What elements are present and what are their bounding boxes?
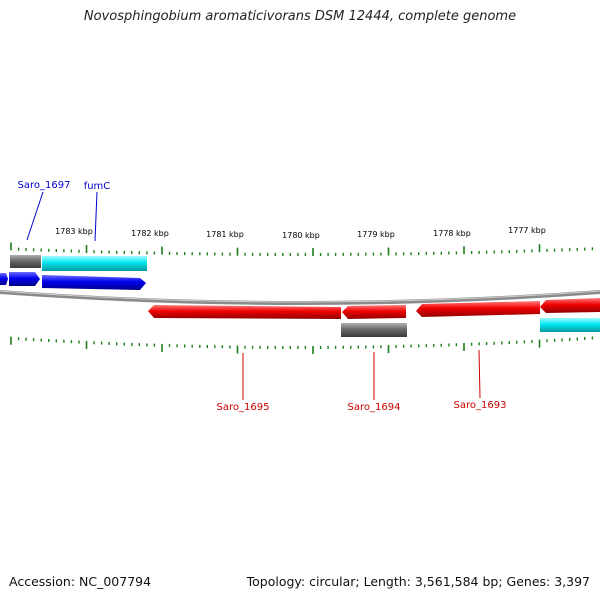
scale-ticks-lower [10,336,594,354]
gene-feature-blue[interactable] [9,272,40,286]
kbp-label: 1783 kbp [55,227,93,236]
gene-feature-saro-1697[interactable] [10,255,41,268]
genome-summary: Topology: circular; Length: 3,561,584 bp… [246,574,590,589]
gene-label-saro-1693[interactable]: Saro_1693 [454,400,507,411]
backbone-highlight [0,290,600,303]
accession-label: Accession: NC_007794 [9,574,152,589]
gene-feature-cyan-right[interactable] [540,318,600,332]
leader-line-fumc [94,191,98,242]
genome-backbone [0,290,600,305]
kbp-label: 1780 kbp [282,231,320,240]
gene-label-saro-1697[interactable]: Saro_1697 [18,180,71,191]
kbp-label: 1779 kbp [357,230,395,239]
gene-feature-fumc[interactable] [42,256,147,271]
gene-feature-blue-left[interactable] [0,273,8,285]
gene-feature-saro-1695[interactable] [148,305,341,319]
kbp-label: 1782 kbp [131,229,169,238]
gene-feature-saro-1694[interactable] [342,305,406,319]
kbp-label: 1777 kbp [508,226,546,235]
scale-ticks-upper [10,242,594,256]
gene-feature-saro-1693[interactable] [416,301,540,317]
leader-line-saro-1693 [478,349,481,399]
kbp-label: 1781 kbp [206,230,244,239]
map-title: Novosphingobium aromaticivorans DSM 1244… [83,9,517,24]
gene-feature-gray[interactable] [341,323,407,337]
gene-label-saro-1694[interactable]: Saro_1694 [348,402,401,413]
kbp-label: 1778 kbp [433,229,471,238]
gene-feature-red-right[interactable] [540,298,600,313]
gene-feature-blue[interactable] [42,275,146,290]
leader-line-saro-1697 [26,191,44,241]
gene-label-fumc[interactable]: fumC [84,181,111,192]
gene-label-saro-1695[interactable]: Saro_1695 [217,402,270,413]
kbp-scale-labels: 1783 kbp 1782 kbp 1781 kbp 1780 kbp 1779… [55,226,546,240]
